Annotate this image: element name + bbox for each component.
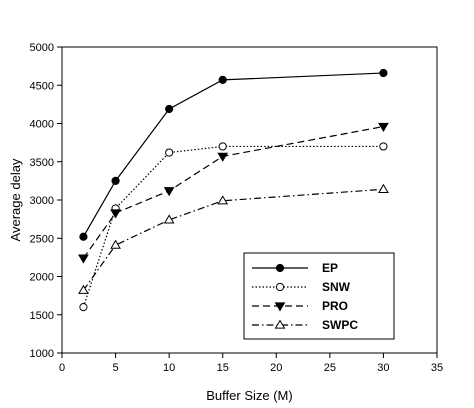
y-tick-label: 3500 bbox=[30, 157, 54, 169]
data-point-snw bbox=[165, 148, 174, 157]
y-tick-label: 4500 bbox=[30, 80, 54, 92]
legend-marker-pro bbox=[274, 302, 286, 312]
legend-box bbox=[243, 252, 395, 340]
data-point-snw bbox=[218, 142, 227, 151]
data-point-pro bbox=[163, 187, 175, 197]
data-point-ep bbox=[218, 75, 227, 84]
x-tick-label: 10 bbox=[163, 362, 175, 374]
y-tick-label: 1500 bbox=[30, 310, 54, 322]
data-point-swpc bbox=[378, 183, 389, 193]
legend-label-snw: SNW bbox=[322, 280, 351, 294]
data-point-pro bbox=[217, 152, 229, 162]
y-tick-label: 1000 bbox=[30, 348, 54, 360]
x-tick-label: 35 bbox=[431, 362, 443, 374]
legend-label-ep: EP bbox=[322, 261, 338, 275]
data-point-ep bbox=[79, 232, 88, 241]
x-tick-label: 0 bbox=[59, 362, 65, 374]
y-tick-label: 2000 bbox=[30, 272, 54, 284]
data-point-pro bbox=[78, 254, 89, 264]
data-point-pro bbox=[378, 122, 389, 133]
y-tick-label: 3000 bbox=[30, 195, 54, 207]
legend-marker-ep bbox=[275, 263, 285, 273]
data-point-ep bbox=[111, 176, 120, 185]
y-axis-title: Average delay bbox=[8, 158, 23, 241]
y-tick-label: 2500 bbox=[30, 233, 54, 245]
legend-label-swpc: SWPC bbox=[322, 318, 358, 332]
legend-marker-swpc bbox=[274, 319, 286, 329]
data-point-swpc bbox=[163, 214, 175, 224]
data-point-ep bbox=[379, 68, 388, 78]
data-point-snw bbox=[79, 303, 88, 312]
legend-marker-snw bbox=[275, 282, 285, 292]
y-tick-label: 4000 bbox=[30, 119, 54, 131]
data-point-pro bbox=[110, 209, 121, 219]
x-tick-label: 30 bbox=[377, 362, 389, 374]
x-tick-label: 25 bbox=[324, 362, 336, 374]
x-tick-label: 15 bbox=[217, 362, 229, 374]
data-point-swpc bbox=[78, 284, 89, 294]
data-point-ep bbox=[165, 104, 174, 114]
data-point-swpc bbox=[110, 239, 121, 249]
x-axis-title: Buffer Size (M) bbox=[206, 388, 292, 403]
legend-label-pro: PRO bbox=[322, 299, 348, 313]
x-tick-label: 5 bbox=[113, 362, 119, 374]
y-tick-label: 5000 bbox=[30, 42, 54, 54]
data-point-swpc bbox=[217, 195, 229, 205]
data-point-snw bbox=[379, 142, 388, 151]
x-tick-label: 20 bbox=[270, 362, 282, 374]
